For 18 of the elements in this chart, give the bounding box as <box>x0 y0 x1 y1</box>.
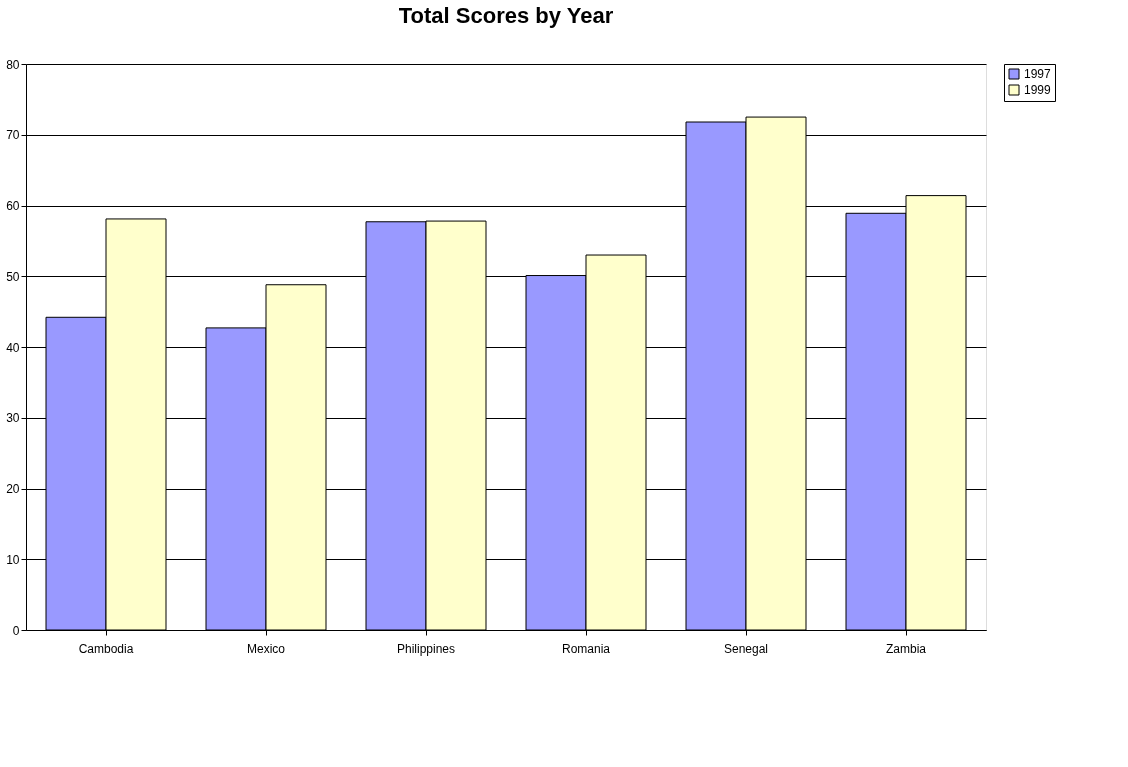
x-tick-label: Senegal <box>723 641 769 656</box>
y-tick-label: 20 <box>6 482 20 496</box>
y-tick-label: 50 <box>6 269 20 284</box>
y-tick-label: 0 <box>12 623 20 638</box>
x-tick-label: Philippines <box>396 641 456 656</box>
y-tick-label: 40 <box>6 340 20 355</box>
y-tick-label: 10 <box>6 552 20 567</box>
x-tick-label: Zambia <box>885 641 927 656</box>
x-tick-label: Romania <box>561 641 611 656</box>
y-tick-label: 70 <box>6 128 20 143</box>
x-tick-label: Cambodia <box>78 641 134 656</box>
y-tick-label: 80 <box>6 57 20 72</box>
y-tick-label: 60 <box>6 199 20 213</box>
y-tick-label: 30 <box>6 411 20 426</box>
x-tick-label: Mexico <box>246 641 286 656</box>
legend-label: 1999 <box>1024 83 1052 97</box>
legend-label: 1997 <box>1024 67 1052 81</box>
chart-title: Total Scores by Year <box>398 3 614 28</box>
